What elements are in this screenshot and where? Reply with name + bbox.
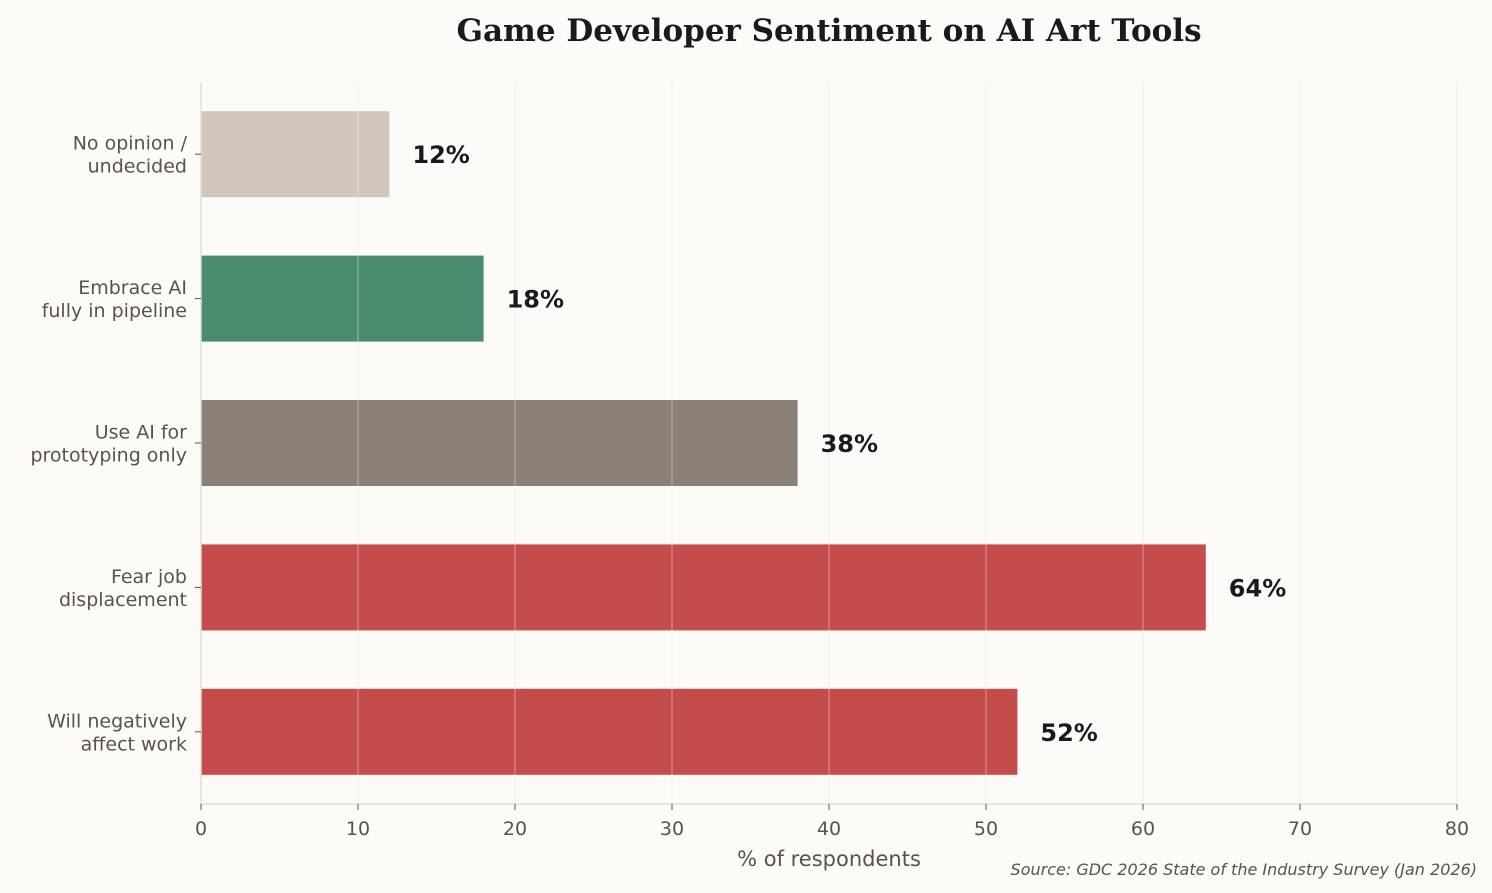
x-ticks: 0 10 20 30 40 50 60 70 80 (195, 804, 1469, 840)
x-axis-label: % of respondents (737, 847, 921, 871)
bars (201, 111, 1206, 775)
chart-title: Game Developer Sentiment on AI Art Tools (456, 13, 1201, 49)
x-tick-label: 0 (195, 818, 207, 840)
category-label: Embrace AI fully in pipeline (42, 277, 187, 322)
data-label: 12% (412, 141, 469, 169)
x-tick-label: 10 (346, 818, 370, 840)
bar (201, 544, 1206, 631)
data-label: 38% (821, 430, 878, 458)
category-label: Fear job displacement (59, 566, 187, 611)
x-tick-label: 80 (1445, 818, 1469, 840)
x-tick-label: 20 (503, 818, 527, 840)
category-label: Will negatively affect work (47, 710, 187, 755)
gridlines-overlay (357, 82, 1458, 804)
data-label: 18% (507, 286, 564, 314)
x-tick-label: 60 (1131, 818, 1155, 840)
data-label: 52% (1040, 719, 1097, 747)
bar (201, 400, 798, 486)
x-tick-label: 30 (660, 818, 684, 840)
x-tick-label: 70 (1288, 818, 1312, 840)
bar (201, 688, 1018, 775)
bar (201, 255, 484, 342)
x-tick-label: 40 (817, 818, 841, 840)
category-label: No opinion / undecided (73, 133, 188, 178)
data-label: 64% (1229, 574, 1286, 602)
source-note: Source: GDC 2026 State of the Industry S… (1011, 860, 1477, 879)
x-tick-label: 50 (974, 818, 998, 840)
category-label: Use AI for prototyping only (30, 422, 187, 467)
bar (201, 111, 390, 198)
data-labels: 12% 18% 38% 64% 52% (412, 141, 1286, 747)
y-ticks: No opinion / undecided Embrace AI fully in … (30, 133, 201, 755)
